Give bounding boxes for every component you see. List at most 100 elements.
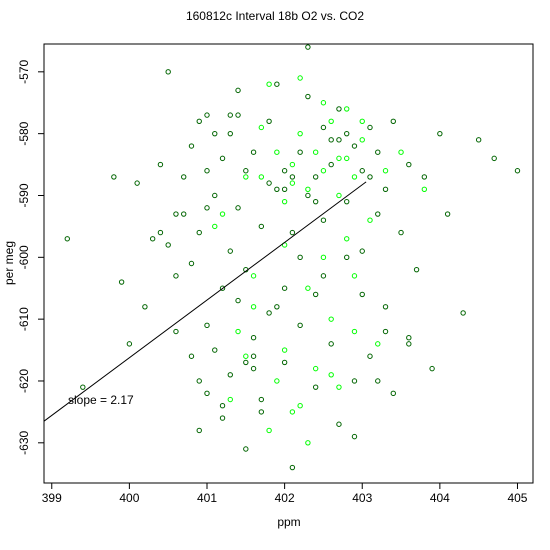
data-point-1-39 bbox=[250, 273, 257, 279]
data-point-0-1 bbox=[80, 384, 86, 390]
data-point-1-38 bbox=[375, 341, 381, 347]
data-point-0-97 bbox=[250, 365, 257, 372]
data-point-1-16 bbox=[382, 168, 389, 174]
data-point-0-49 bbox=[281, 359, 288, 366]
data-point-0-64 bbox=[336, 421, 342, 427]
data-point-0-58 bbox=[312, 174, 319, 180]
data-point-1-37 bbox=[328, 372, 334, 378]
data-point-0-5 bbox=[134, 180, 140, 186]
data-point-0-20 bbox=[196, 378, 202, 384]
data-point-1-20 bbox=[297, 75, 303, 81]
data-point-1-18 bbox=[421, 186, 428, 193]
data-point-0-70 bbox=[359, 291, 365, 298]
data-point-0-87 bbox=[460, 310, 466, 316]
data-point-0-75 bbox=[382, 304, 389, 310]
data-point-0-60 bbox=[320, 124, 327, 131]
data-point-1-22 bbox=[344, 106, 350, 112]
data-point-0-81 bbox=[406, 334, 412, 341]
plot-area-frame bbox=[43, 43, 534, 484]
y-tick-label-2: -590 bbox=[17, 183, 31, 207]
data-point-0-118 bbox=[173, 211, 179, 217]
data-point-1-9 bbox=[320, 168, 327, 174]
data-point-1-2 bbox=[258, 124, 265, 131]
data-point-0-53 bbox=[297, 149, 303, 155]
x-tick-label-0: 399 bbox=[42, 491, 62, 505]
data-point-0-113 bbox=[289, 174, 296, 180]
data-point-1-44 bbox=[243, 353, 249, 359]
data-point-0-6 bbox=[142, 304, 148, 310]
data-point-0-101 bbox=[196, 427, 202, 434]
data-point-0-36 bbox=[235, 297, 241, 304]
data-point-0-103 bbox=[336, 137, 342, 143]
data-point-0-42 bbox=[250, 149, 257, 155]
data-point-0-109 bbox=[320, 217, 327, 223]
data-point-0-31 bbox=[219, 403, 226, 409]
data-point-0-19 bbox=[196, 118, 202, 124]
data-point-0-91 bbox=[227, 112, 233, 118]
data-point-0-104 bbox=[382, 328, 389, 335]
data-point-0-30 bbox=[219, 155, 226, 162]
data-point-0-54 bbox=[297, 322, 303, 329]
data-point-0-96 bbox=[204, 205, 210, 211]
data-point-0-83 bbox=[421, 174, 428, 180]
y-tick-label-0: -570 bbox=[17, 59, 31, 83]
data-point-1-6 bbox=[297, 130, 303, 137]
fit-line bbox=[43, 181, 367, 422]
data-point-0-8 bbox=[157, 161, 164, 168]
data-point-0-3 bbox=[118, 279, 125, 285]
x-tick-label-1: 400 bbox=[119, 491, 139, 505]
data-point-0-71 bbox=[367, 124, 373, 131]
data-point-0-72 bbox=[367, 353, 373, 359]
data-point-0-35 bbox=[235, 205, 241, 211]
data-point-0-108 bbox=[250, 353, 257, 359]
data-point-1-14 bbox=[359, 137, 365, 143]
y-tick-label-4: -610 bbox=[17, 307, 31, 331]
data-point-0-2 bbox=[111, 174, 117, 180]
data-point-0-48 bbox=[274, 81, 280, 87]
y-tick-label-3: -600 bbox=[17, 245, 31, 269]
data-point-0-28 bbox=[212, 130, 218, 137]
data-point-1-13 bbox=[351, 174, 358, 180]
data-layer bbox=[43, 44, 521, 471]
slope-annotation: slope = 2.17 bbox=[68, 393, 134, 407]
data-point-0-119 bbox=[406, 341, 412, 347]
data-point-0-90 bbox=[514, 168, 521, 174]
data-point-0-76 bbox=[382, 186, 389, 193]
data-point-0-112 bbox=[266, 310, 272, 316]
data-point-0-116 bbox=[312, 198, 319, 205]
data-point-1-19 bbox=[266, 81, 272, 87]
data-point-1-29 bbox=[351, 273, 358, 279]
data-point-0-69 bbox=[359, 168, 365, 174]
data-point-0-111 bbox=[359, 248, 365, 254]
data-point-1-42 bbox=[344, 236, 350, 242]
data-point-1-4 bbox=[281, 198, 288, 205]
data-point-1-1 bbox=[243, 174, 249, 180]
data-point-0-59 bbox=[320, 273, 327, 279]
data-point-1-0 bbox=[219, 211, 226, 217]
data-point-0-61 bbox=[328, 341, 334, 347]
data-point-0-94 bbox=[312, 291, 319, 298]
data-point-0-74 bbox=[375, 149, 381, 155]
data-point-1-27 bbox=[305, 285, 311, 291]
data-point-0-63 bbox=[336, 106, 342, 112]
data-point-1-34 bbox=[227, 396, 233, 403]
data-point-0-88 bbox=[475, 137, 482, 143]
data-point-0-23 bbox=[204, 322, 210, 329]
data-point-0-15 bbox=[181, 211, 187, 217]
data-point-0-12 bbox=[173, 328, 179, 335]
data-point-0-34 bbox=[227, 372, 233, 378]
data-point-1-36 bbox=[297, 403, 303, 409]
data-point-0-14 bbox=[181, 174, 187, 180]
data-point-0-9 bbox=[157, 229, 164, 236]
data-point-0-13 bbox=[173, 273, 179, 279]
y-axis-label: per meg bbox=[2, 241, 16, 285]
data-point-1-32 bbox=[312, 365, 319, 372]
data-point-1-26 bbox=[281, 347, 288, 353]
data-point-0-115 bbox=[243, 359, 249, 366]
data-point-0-16 bbox=[188, 353, 195, 359]
data-point-1-31 bbox=[289, 409, 296, 415]
data-point-0-4 bbox=[126, 341, 133, 347]
data-point-0-51 bbox=[289, 229, 296, 236]
data-point-1-5 bbox=[289, 161, 296, 168]
data-point-1-7 bbox=[305, 186, 311, 193]
